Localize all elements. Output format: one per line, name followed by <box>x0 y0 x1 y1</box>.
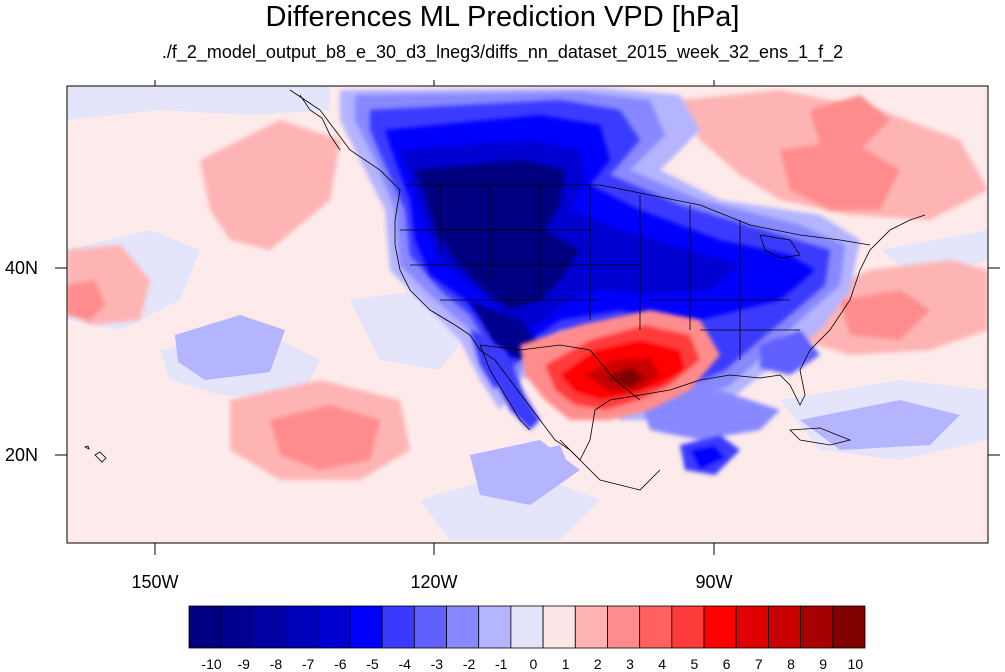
colorbar-swatch <box>574 605 608 649</box>
colorbar-label: 10 <box>848 656 864 672</box>
colorbar-swatch <box>252 605 286 649</box>
colorbar-swatch <box>285 605 319 649</box>
colorbar-swatch <box>188 605 222 649</box>
field-gulf-negative <box>640 330 820 475</box>
colorbar-label: 8 <box>787 656 795 672</box>
colorbar-label: 0 <box>530 656 538 672</box>
colorbar-swatch <box>671 605 705 649</box>
colorbar-swatch <box>510 605 544 649</box>
lon-label-150w: 150W <box>131 572 178 592</box>
colorbar-label: -10 <box>201 656 221 672</box>
lat-label-20n: 20N <box>5 445 38 465</box>
latitude-labels: 40N 20N <box>5 258 38 465</box>
colorbar: -10 -9 -8 -7 -6 -5 -4 -3 -2 -1 0 1 2 3 4 5 6 7 8 9 10 <box>188 605 866 672</box>
colorbar-swatch <box>832 605 866 649</box>
colorbar-label: 5 <box>690 656 698 672</box>
colorbar-label: -6 <box>334 656 347 672</box>
colorbar-swatch <box>220 605 254 649</box>
colorbar-swatch <box>703 605 737 649</box>
field-texas-positive <box>520 310 720 420</box>
field-continental-negative <box>340 88 860 420</box>
colorbar-label: 2 <box>594 656 602 672</box>
colorbar-label: 1 <box>562 656 570 672</box>
colorbar-swatch <box>349 605 383 649</box>
colorbar-label: -2 <box>463 656 476 672</box>
colorbar-swatch <box>317 605 351 649</box>
field-plus-three <box>67 95 930 470</box>
colorbar-label: -7 <box>302 656 315 672</box>
colorbar-swatch <box>639 605 673 649</box>
colorbar-label: 7 <box>755 656 763 672</box>
colorbar-swatch <box>768 605 802 649</box>
chart-title: Differences ML Prediction VPD [hPa] <box>265 1 740 33</box>
colorbar-swatch <box>800 605 834 649</box>
map-frame <box>66 85 989 544</box>
colorbar-swatch <box>381 605 415 649</box>
colorbar-label: -5 <box>366 656 379 672</box>
lon-label-120w: 120W <box>410 572 457 592</box>
chart-subtitle: ./f_2_model_output_b8_e_30_d3_lneg3/diff… <box>161 42 844 62</box>
lat-label-40n: 40N <box>5 258 38 278</box>
colorbar-label: -8 <box>270 656 283 672</box>
lon-label-90w: 90W <box>695 572 732 592</box>
colorbar-label: -1 <box>495 656 508 672</box>
colorbar-label: 4 <box>658 656 666 672</box>
colorbar-label: -4 <box>398 656 411 672</box>
colorbar-swatch <box>413 605 447 649</box>
colorbar-swatch <box>735 605 769 649</box>
colorbar-label: 3 <box>626 656 634 672</box>
colorbar-swatch <box>446 605 480 649</box>
field-baja-negative <box>470 330 540 430</box>
colorbar-label: -3 <box>431 656 444 672</box>
map-field <box>67 86 988 543</box>
colorbar-swatch <box>607 605 641 649</box>
longitude-labels: 150W 120W 90W <box>131 572 732 592</box>
colorbar-swatch <box>542 605 576 649</box>
colorbar-label: -9 <box>237 656 250 672</box>
colorbar-label: 6 <box>723 656 731 672</box>
axis-ticks <box>55 80 1000 555</box>
colorbar-swatch <box>478 605 512 649</box>
map-borders <box>83 89 926 491</box>
colorbar-label: 9 <box>819 656 827 672</box>
